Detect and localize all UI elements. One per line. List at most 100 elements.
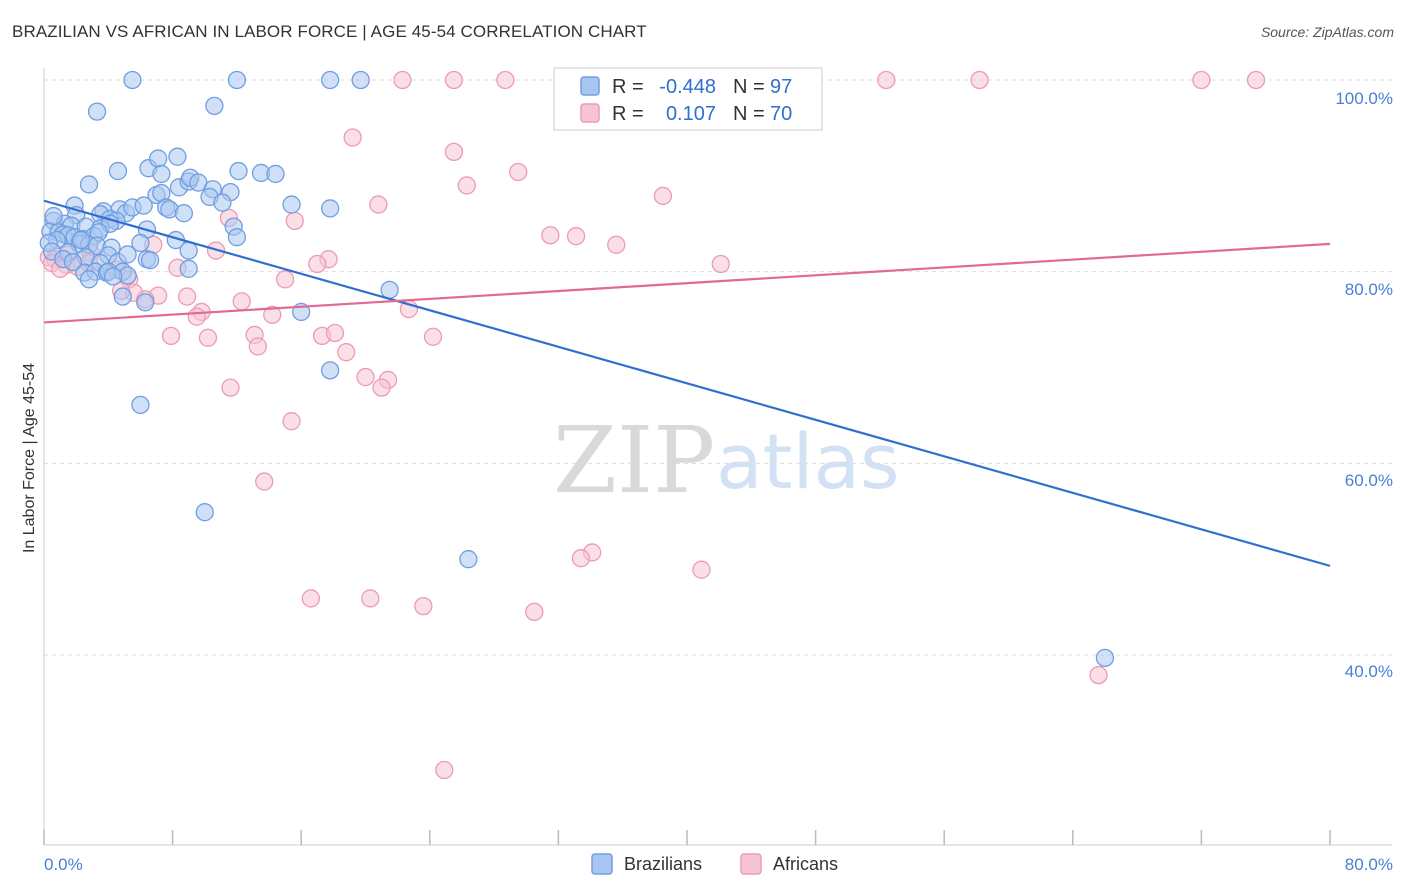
x-tick-label-min: 0.0% bbox=[44, 855, 83, 874]
african-point bbox=[711, 254, 730, 274]
watermark-atlas: atlas bbox=[716, 417, 900, 506]
brazilian-point bbox=[108, 161, 128, 181]
brazilian-point bbox=[351, 70, 370, 90]
african-point bbox=[541, 226, 560, 245]
african-point bbox=[187, 307, 206, 326]
african-point bbox=[255, 472, 274, 491]
african-point bbox=[571, 549, 591, 568]
african-point bbox=[444, 70, 464, 90]
brazilian-point bbox=[266, 164, 285, 184]
brazilian-point bbox=[282, 195, 301, 214]
y-axis-label: In Labor Force | Age 45-54 bbox=[21, 363, 38, 553]
brazilian-point bbox=[148, 149, 168, 168]
african-point bbox=[325, 323, 345, 343]
african-point bbox=[248, 337, 267, 356]
brazilian-point bbox=[227, 70, 247, 90]
african-point bbox=[1192, 70, 1211, 90]
brazilian-point bbox=[213, 193, 232, 212]
african-point bbox=[393, 70, 412, 90]
data-points bbox=[39, 70, 1266, 780]
african-point bbox=[692, 560, 711, 579]
legend-pink-r-label: R = bbox=[612, 103, 644, 125]
brazilian-point bbox=[459, 550, 478, 569]
y-tick-label-40: 40.0% bbox=[1345, 662, 1393, 681]
brazilian-point bbox=[1095, 648, 1115, 668]
y-tick-label-80: 80.0% bbox=[1345, 280, 1393, 299]
african-point bbox=[356, 367, 375, 387]
brazilian-point bbox=[71, 230, 91, 250]
brazilian-point bbox=[131, 395, 150, 415]
african-point bbox=[337, 343, 356, 362]
african-point bbox=[607, 235, 626, 254]
african-point bbox=[372, 378, 391, 397]
african-point bbox=[282, 412, 301, 431]
brazilian-point bbox=[118, 245, 137, 264]
african-point bbox=[361, 589, 380, 608]
african-point bbox=[285, 211, 304, 231]
legend-blue-n-label: N = bbox=[733, 76, 765, 98]
brazilian-point bbox=[123, 70, 142, 90]
brazilian-point bbox=[205, 96, 224, 116]
brazilian-point bbox=[168, 147, 187, 166]
african-point bbox=[1089, 665, 1108, 685]
african-point bbox=[457, 176, 476, 195]
brazilian-point bbox=[229, 161, 248, 181]
african-point bbox=[301, 589, 320, 608]
brazilian-point bbox=[131, 233, 150, 253]
legend-pink-n-label: N = bbox=[733, 103, 765, 125]
legend-swatch-pink bbox=[580, 103, 600, 123]
series-legend-swatch-africans bbox=[740, 853, 762, 875]
trend-lines bbox=[43, 199, 1331, 567]
african-point bbox=[444, 142, 464, 162]
african-point bbox=[509, 162, 528, 182]
african-point bbox=[414, 596, 433, 616]
y-tick-label-100: 100.0% bbox=[1335, 89, 1393, 108]
legend-pink-n-value: 70 bbox=[770, 103, 792, 125]
african-point bbox=[970, 70, 989, 90]
african-point bbox=[1246, 70, 1266, 90]
brazilian-point bbox=[103, 267, 123, 286]
series-legend-swatch-brazilians bbox=[591, 853, 613, 875]
brazilian-point bbox=[113, 287, 132, 306]
african-point bbox=[198, 328, 218, 347]
series-legend: Brazilians Africans bbox=[591, 853, 838, 875]
african-point bbox=[275, 270, 295, 289]
african-point bbox=[496, 70, 515, 90]
y-tick-labels: 100.0% 80.0% 60.0% 40.0% bbox=[1335, 89, 1393, 681]
brazilian-point bbox=[320, 361, 340, 380]
brazilian-trend-line bbox=[43, 199, 1331, 567]
watermark-zip: ZIP bbox=[553, 407, 715, 514]
legend-blue-r-label: R = bbox=[612, 76, 644, 98]
brazilian-point bbox=[79, 175, 99, 194]
brazilian-point bbox=[380, 280, 399, 300]
source-label: Source: ZipAtlas.com bbox=[1260, 24, 1394, 40]
brazilian-point bbox=[79, 270, 99, 289]
brazilian-point bbox=[136, 293, 155, 312]
legend-pink-r-value: 0.107 bbox=[666, 103, 716, 125]
x-axis-ticks bbox=[43, 830, 1331, 845]
brazilian-point bbox=[179, 259, 198, 278]
brazilian-point bbox=[320, 199, 340, 218]
african-point bbox=[525, 602, 544, 622]
legend-blue-r-value: -0.448 bbox=[659, 76, 716, 98]
brazilian-point bbox=[140, 251, 160, 270]
african-trend-line bbox=[43, 242, 1331, 324]
african-point bbox=[263, 305, 282, 324]
brazilian-point bbox=[87, 102, 107, 121]
african-point bbox=[423, 327, 443, 346]
brazilian-point bbox=[152, 164, 171, 184]
african-point bbox=[653, 186, 673, 206]
african-point bbox=[877, 70, 896, 90]
series-legend-label-brazilians: Brazilians bbox=[624, 854, 702, 874]
brazilian-point bbox=[227, 228, 247, 247]
chart-title: BRAZILIAN VS AFRICAN IN LABOR FORCE | AG… bbox=[12, 22, 647, 41]
african-point bbox=[566, 227, 586, 246]
african-point bbox=[161, 326, 181, 346]
african-point bbox=[343, 128, 362, 147]
legend-blue-n-value: 97 bbox=[770, 76, 792, 98]
brazilian-point bbox=[63, 252, 83, 272]
brazilian-point bbox=[44, 206, 63, 226]
african-point bbox=[232, 292, 251, 311]
y-tick-label-60: 60.0% bbox=[1345, 471, 1393, 490]
